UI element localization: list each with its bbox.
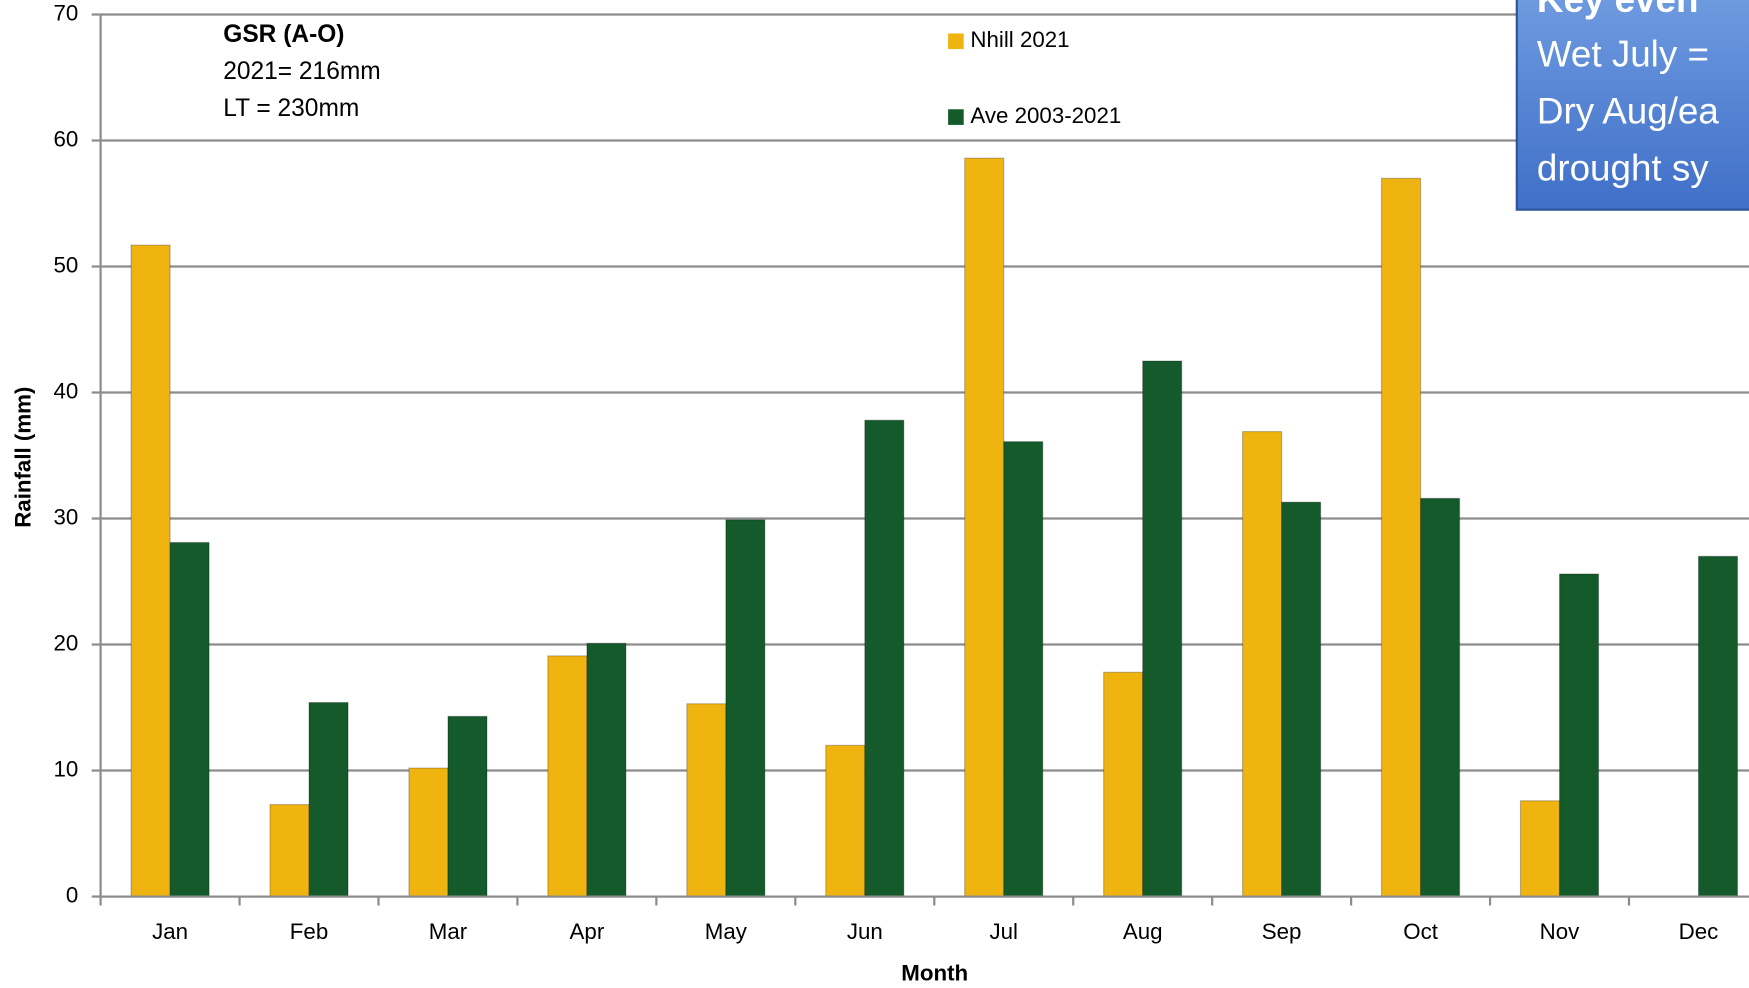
x-tick-label: Feb	[290, 919, 328, 944]
bar	[408, 767, 449, 898]
annotation: LT = 230mm	[223, 95, 359, 122]
key-text: Dry Aug/ea	[1537, 90, 1720, 131]
x-tick-label: Jan	[152, 919, 188, 944]
bar	[1003, 441, 1044, 898]
bar	[1281, 501, 1322, 898]
bar	[686, 703, 727, 898]
bar	[447, 715, 488, 898]
x-tick-label: Apr	[570, 919, 605, 944]
y-tick-label: 40	[53, 378, 78, 403]
legend-swatch	[948, 33, 964, 50]
y-tick-label: 20	[53, 630, 78, 655]
y-tick-label: 50	[53, 252, 78, 277]
x-tick-label: Sep	[1262, 919, 1302, 944]
bar	[169, 541, 210, 898]
bar	[1380, 177, 1422, 898]
annotation: 2021= 216mm	[223, 58, 380, 85]
y-tick-label: 70	[53, 0, 78, 25]
legend-label: Nhill 2021	[970, 27, 1069, 52]
bar	[725, 519, 766, 898]
legend-label: Ave 2003-2021	[970, 103, 1121, 128]
x-tick-label: Oct	[1403, 919, 1438, 944]
bar	[864, 419, 905, 898]
y-tick-label: 0	[66, 882, 78, 907]
key-text: drought sy	[1537, 147, 1709, 188]
bar	[586, 642, 627, 898]
bar	[1519, 800, 1561, 898]
bar	[547, 655, 588, 898]
key-text: Key even	[1537, 0, 1699, 20]
bar	[1420, 497, 1461, 898]
x-tick-label: Aug	[1123, 919, 1163, 944]
y-tick-label: 30	[53, 504, 78, 529]
bar	[130, 244, 171, 898]
bar	[1697, 555, 1739, 898]
bar	[964, 157, 1005, 898]
bar	[1103, 671, 1144, 898]
bar	[1142, 360, 1183, 898]
x-tick-label: May	[705, 919, 748, 944]
x-tick-label: Nov	[1540, 919, 1581, 944]
bar	[308, 701, 349, 898]
bar	[825, 744, 866, 898]
x-tick-label: Jul	[989, 919, 1018, 944]
annotation: GSR (A-O)	[223, 21, 344, 48]
y-tick-label: 10	[53, 756, 78, 781]
y-axis-label: Rainfall (mm)	[11, 387, 36, 528]
bar	[269, 804, 310, 898]
key-text: Wet July =	[1537, 34, 1709, 75]
bar	[1242, 431, 1283, 898]
legend-swatch	[948, 109, 964, 125]
y-tick-label: 60	[53, 126, 78, 151]
x-tick-label: Dec	[1679, 919, 1719, 944]
x-tick-label: Mar	[429, 919, 468, 944]
key-box	[1515, 0, 1749, 211]
x-tick-label: Jun	[847, 919, 883, 944]
bar	[1558, 573, 1600, 898]
x-axis-label: Month	[901, 961, 968, 986]
